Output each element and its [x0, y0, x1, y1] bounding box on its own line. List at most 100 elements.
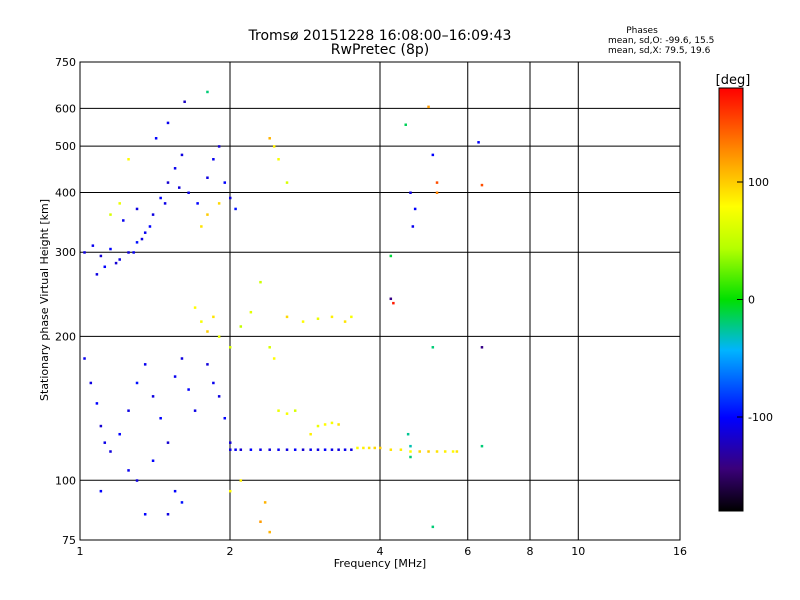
- data-point: [435, 191, 439, 194]
- data-point: [323, 423, 327, 426]
- data-point: [89, 381, 93, 385]
- data-point: [118, 432, 121, 436]
- data-point: [406, 432, 410, 436]
- data-point: [229, 346, 232, 349]
- data-point: [293, 448, 297, 451]
- data-point: [409, 450, 412, 453]
- data-point: [379, 446, 382, 450]
- data-point: [409, 455, 412, 459]
- data-point: [140, 237, 144, 241]
- data-point: [268, 346, 271, 349]
- data-point: [206, 90, 209, 94]
- data-point: [103, 441, 107, 444]
- data-point: [367, 446, 371, 450]
- data-point: [229, 196, 232, 200]
- data-point: [404, 123, 407, 127]
- data-point: [114, 261, 118, 265]
- chart-title: Tromsø 20151228 16:08:00–16:09:43: [248, 28, 512, 44]
- data-point: [239, 479, 243, 482]
- data-point: [309, 432, 312, 436]
- data-point: [263, 501, 267, 504]
- data-point: [285, 412, 289, 415]
- data-point: [180, 501, 184, 504]
- data-point: [166, 181, 170, 184]
- colorbar-tick-label: -100: [748, 411, 773, 424]
- data-point: [223, 416, 227, 420]
- data-point: [193, 306, 197, 309]
- data-point: [356, 446, 359, 450]
- data-point: [411, 225, 415, 228]
- data-point: [259, 280, 262, 284]
- data-point: [431, 525, 435, 529]
- y-tick-label: 400: [55, 186, 76, 199]
- data-point: [259, 520, 262, 523]
- data-point: [418, 450, 421, 453]
- data-point: [217, 395, 221, 398]
- y-tick-label: 75: [62, 534, 76, 547]
- grid: [80, 62, 680, 540]
- data-point: [212, 158, 215, 161]
- data-point: [173, 375, 177, 378]
- x-tick-label: 6: [464, 545, 471, 558]
- x-tick-label: 4: [377, 545, 384, 558]
- data-point: [200, 320, 203, 323]
- data-point: [200, 225, 203, 228]
- data-point: [135, 381, 139, 385]
- data-point: [477, 141, 480, 144]
- data-point: [196, 202, 199, 205]
- data-point: [413, 207, 417, 211]
- data-point: [234, 207, 237, 211]
- data-points: [83, 90, 484, 534]
- data-point: [206, 176, 209, 179]
- data-point: [187, 191, 190, 194]
- x-tick-label: 16: [673, 545, 687, 558]
- y-axis-label: Stationary phase Virtual Height [km]: [38, 199, 51, 401]
- data-point: [259, 448, 262, 451]
- y-tick-label: 100: [55, 474, 76, 487]
- data-point: [143, 363, 147, 366]
- data-point: [435, 450, 439, 453]
- data-point: [193, 409, 197, 412]
- data-point: [409, 191, 412, 194]
- data-point: [99, 424, 103, 428]
- data-point: [217, 145, 221, 148]
- phases-box-line1: mean, sd,O: -99.6, 15.5: [608, 36, 714, 46]
- colorbar-label: [deg]: [716, 73, 751, 88]
- data-point: [212, 315, 215, 319]
- data-point: [163, 202, 167, 205]
- data-point: [268, 448, 271, 451]
- data-point: [389, 254, 393, 258]
- plot-frame: [79, 61, 681, 541]
- data-point: [330, 448, 334, 451]
- data-point: [455, 450, 459, 453]
- data-point: [83, 357, 86, 360]
- data-point: [249, 310, 253, 314]
- data-point: [173, 489, 177, 493]
- data-point: [431, 346, 435, 349]
- data-point: [95, 402, 99, 405]
- data-point: [293, 409, 297, 412]
- data-point: [187, 388, 190, 391]
- data-point: [118, 258, 121, 261]
- data-point: [135, 479, 139, 482]
- y-tick-label: 300: [55, 246, 76, 259]
- data-point: [166, 121, 170, 125]
- phases-box-line2: mean, sd,X: 79.5, 19.6: [608, 46, 711, 56]
- data-point: [143, 513, 147, 516]
- x-axis-label: Frequency [MHz]: [334, 557, 426, 570]
- data-point: [277, 409, 280, 412]
- data-point: [285, 448, 289, 451]
- y-tick-label: 500: [55, 140, 76, 153]
- data-point: [127, 409, 130, 412]
- data-point: [392, 301, 395, 305]
- data-point: [229, 441, 232, 444]
- data-point: [362, 446, 365, 450]
- data-point: [109, 213, 112, 216]
- data-point: [229, 448, 232, 451]
- data-point: [249, 448, 253, 451]
- data-point: [301, 448, 305, 451]
- chart-subtitle: RwPretec (8p): [331, 42, 429, 58]
- data-point: [148, 225, 152, 228]
- data-point: [122, 219, 125, 222]
- data-point: [337, 423, 340, 426]
